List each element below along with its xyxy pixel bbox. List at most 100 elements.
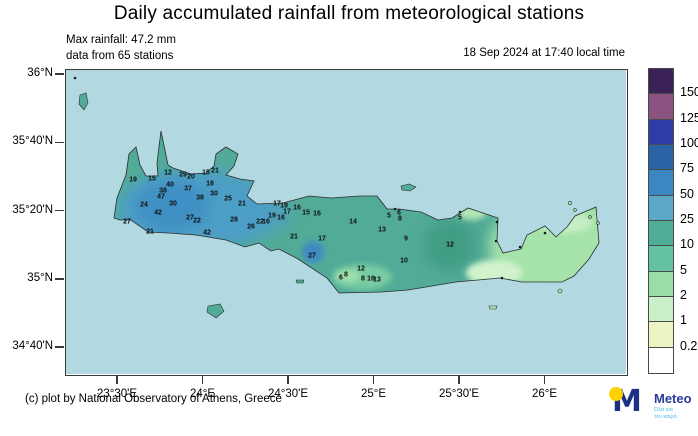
station-value: 12 (357, 266, 365, 273)
lon-tick-mark (372, 376, 375, 384)
station-value: 19 (280, 203, 288, 210)
station-value: 21 (290, 234, 298, 241)
station-value: 8 (398, 216, 402, 223)
station-value: 37 (184, 186, 192, 193)
lat-tick-mark (55, 73, 64, 75)
annotation-block: Max rainfall: 47.2 mm data from 65 stati… (66, 33, 176, 64)
station-marker (73, 76, 77, 80)
station-value: 17 (283, 209, 291, 216)
station-value: 5 (458, 215, 462, 222)
station-value: 42 (203, 230, 211, 237)
station-value: 28 (230, 217, 238, 224)
station-value: 16 (313, 211, 321, 218)
colorbar-level-label: 5 (680, 262, 687, 277)
station-value: 10 (400, 258, 408, 265)
station-marker (393, 207, 397, 211)
lat-tick-label: 36°N (27, 67, 53, 79)
station-value: 30 (210, 191, 218, 198)
station-value: 38 (196, 195, 204, 202)
map-area: 19 15 12 29 20 15 21 40 18 38 47 37 38 30 25 24 30 42 27 27… (65, 69, 628, 376)
rainfall-colorbar (648, 68, 674, 374)
station-marker (458, 210, 462, 214)
station-value: 38 (159, 188, 167, 195)
lat-tick-mark (55, 141, 64, 143)
station-count-text: data from 65 stations (66, 49, 174, 62)
colorbar-cell (649, 246, 673, 272)
lon-tick-mark (116, 376, 118, 384)
page-title: Daily accumulated rainfall from meteorol… (113, 3, 585, 24)
lat-tick-mark (55, 209, 64, 212)
colorbar-level-label: 75 (680, 161, 694, 176)
station-value: 9 (404, 236, 408, 243)
colorbar-level-label: 1 (680, 313, 687, 328)
colorbar-cell (649, 322, 673, 348)
station-value: 19 (129, 177, 137, 184)
lon-tick-label: 24°E (189, 388, 216, 400)
station-value: 21 (238, 201, 246, 208)
station-value: 30 (169, 201, 177, 208)
station-value: 13 (373, 277, 381, 284)
colorbar-cell (649, 220, 673, 247)
lon-tick-label: 26°E (531, 388, 558, 400)
station-value: 27 (308, 253, 316, 260)
station-value: 17 (273, 201, 281, 208)
colorbar-cell (649, 296, 673, 323)
colorbar-cell (649, 170, 673, 196)
station-value: 16 (277, 215, 285, 222)
station-value: 22 (256, 219, 264, 226)
logo-tagline: Όλα για τον καιρό (654, 407, 677, 420)
station-value: 47 (157, 194, 165, 201)
lat-tick-label: 34°40'N (12, 340, 53, 352)
station-value: 8 (344, 272, 348, 279)
station-value: 21 (211, 168, 219, 175)
station-value: 42 (154, 210, 162, 217)
lat-tick-label: 35°40'N (12, 135, 53, 148)
lat-tick-label: 35°20'N (12, 203, 53, 216)
station-value: 19 (268, 213, 276, 220)
station-value: 29 (179, 172, 187, 179)
station-value: 16 (293, 205, 301, 212)
station-value: 20 (187, 174, 195, 181)
lon-tick-label: 25°30'E (438, 388, 480, 400)
lon-tick-label: 23°30'E (96, 388, 138, 400)
lon-tick-mark (543, 376, 546, 384)
station-value: 17 (318, 236, 326, 243)
station-value: 6 (339, 275, 343, 282)
station-marker (494, 239, 498, 243)
colorbar-cell (649, 195, 673, 221)
station-value: 13 (378, 227, 386, 234)
lat-tick-mark (55, 278, 64, 280)
lon-tick-mark (287, 376, 289, 384)
station-dots (73, 76, 547, 280)
station-marker (543, 231, 547, 235)
timestamp-text: 18 Sep 2024 at 17:40 local time (463, 47, 625, 59)
station-value: 15 (202, 170, 210, 177)
colorbar-level-label: 10 (680, 237, 694, 252)
station-value: 22 (193, 218, 201, 225)
lon-tick-label: 25°E (360, 388, 387, 400)
station-value: 16 (367, 276, 375, 283)
colorbar-level-label: 100 (680, 136, 698, 150)
station-value: 14 (349, 219, 357, 226)
colorbar-level-label: 25 (680, 212, 694, 226)
station-value: 6 (397, 210, 401, 217)
station-value: 25 (224, 196, 232, 203)
colorbar-level-label: 50 (680, 186, 694, 201)
lon-tick-label: 24°30'E (267, 388, 309, 400)
station-value: 12 (164, 170, 172, 177)
colorbar-cell (649, 119, 673, 145)
colorbar-level-label: 2 (680, 288, 687, 302)
colorbar-level-label: 150 (680, 85, 698, 100)
station-value: 27 (186, 215, 194, 222)
lon-tick-mark (458, 376, 460, 384)
station-value: 18 (206, 181, 214, 188)
station-marker (518, 245, 522, 249)
colorbar-cell (649, 69, 673, 95)
station-marker (495, 220, 499, 224)
station-value: 26 (247, 224, 255, 231)
station-value: 5 (387, 213, 391, 220)
colorbar-cell (649, 347, 673, 373)
station-value: 40 (166, 182, 174, 189)
station-value: 16 (262, 219, 270, 226)
